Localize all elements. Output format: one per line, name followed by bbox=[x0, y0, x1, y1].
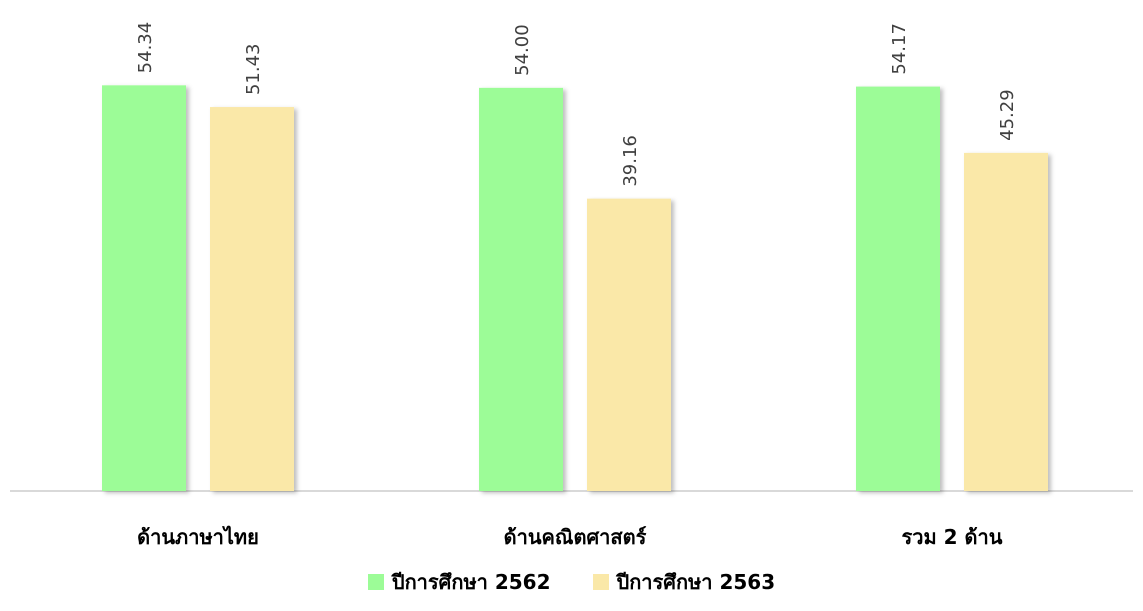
legend-swatch-2562 bbox=[367, 574, 384, 590]
data-label-s0-c2: 54.17 bbox=[889, 23, 910, 75]
data-label-s1-c1: 39.16 bbox=[620, 135, 641, 187]
legend-label-2562: ปีการศึกษา 2562 bbox=[391, 570, 551, 594]
x-tick-label-1: ด้านคณิตศาสตร์ bbox=[504, 525, 647, 549]
data-label-s0-c0: 54.34 bbox=[135, 22, 156, 74]
x-tick-label-2: รวม 2 ด้าน bbox=[902, 525, 1003, 549]
data-label-s0-c1: 54.00 bbox=[512, 24, 533, 76]
bar-s1-c1 bbox=[587, 198, 671, 492]
bar-s0-c1 bbox=[479, 87, 563, 492]
legend-item-2562: ปีการศึกษา 2562 bbox=[367, 566, 551, 598]
bar-s1-c2 bbox=[964, 152, 1048, 491]
data-label-s1-c2: 45.29 bbox=[997, 89, 1018, 141]
legend-item-2563: ปีการศึกษา 2563 bbox=[592, 566, 776, 598]
legend: ปีการศึกษา 2562 ปีการศึกษา 2563 bbox=[0, 566, 1143, 598]
data-label-s1-c0: 51.43 bbox=[243, 44, 264, 96]
x-tick-label-0: ด้านภาษาไทย bbox=[137, 525, 259, 549]
bar-s1-c0 bbox=[210, 107, 294, 491]
legend-swatch-2563 bbox=[592, 574, 609, 590]
bar-s0-c2 bbox=[856, 86, 940, 492]
legend-label-2563: ปีการศึกษา 2563 bbox=[616, 570, 776, 594]
bar-s0-c0 bbox=[102, 85, 186, 491]
